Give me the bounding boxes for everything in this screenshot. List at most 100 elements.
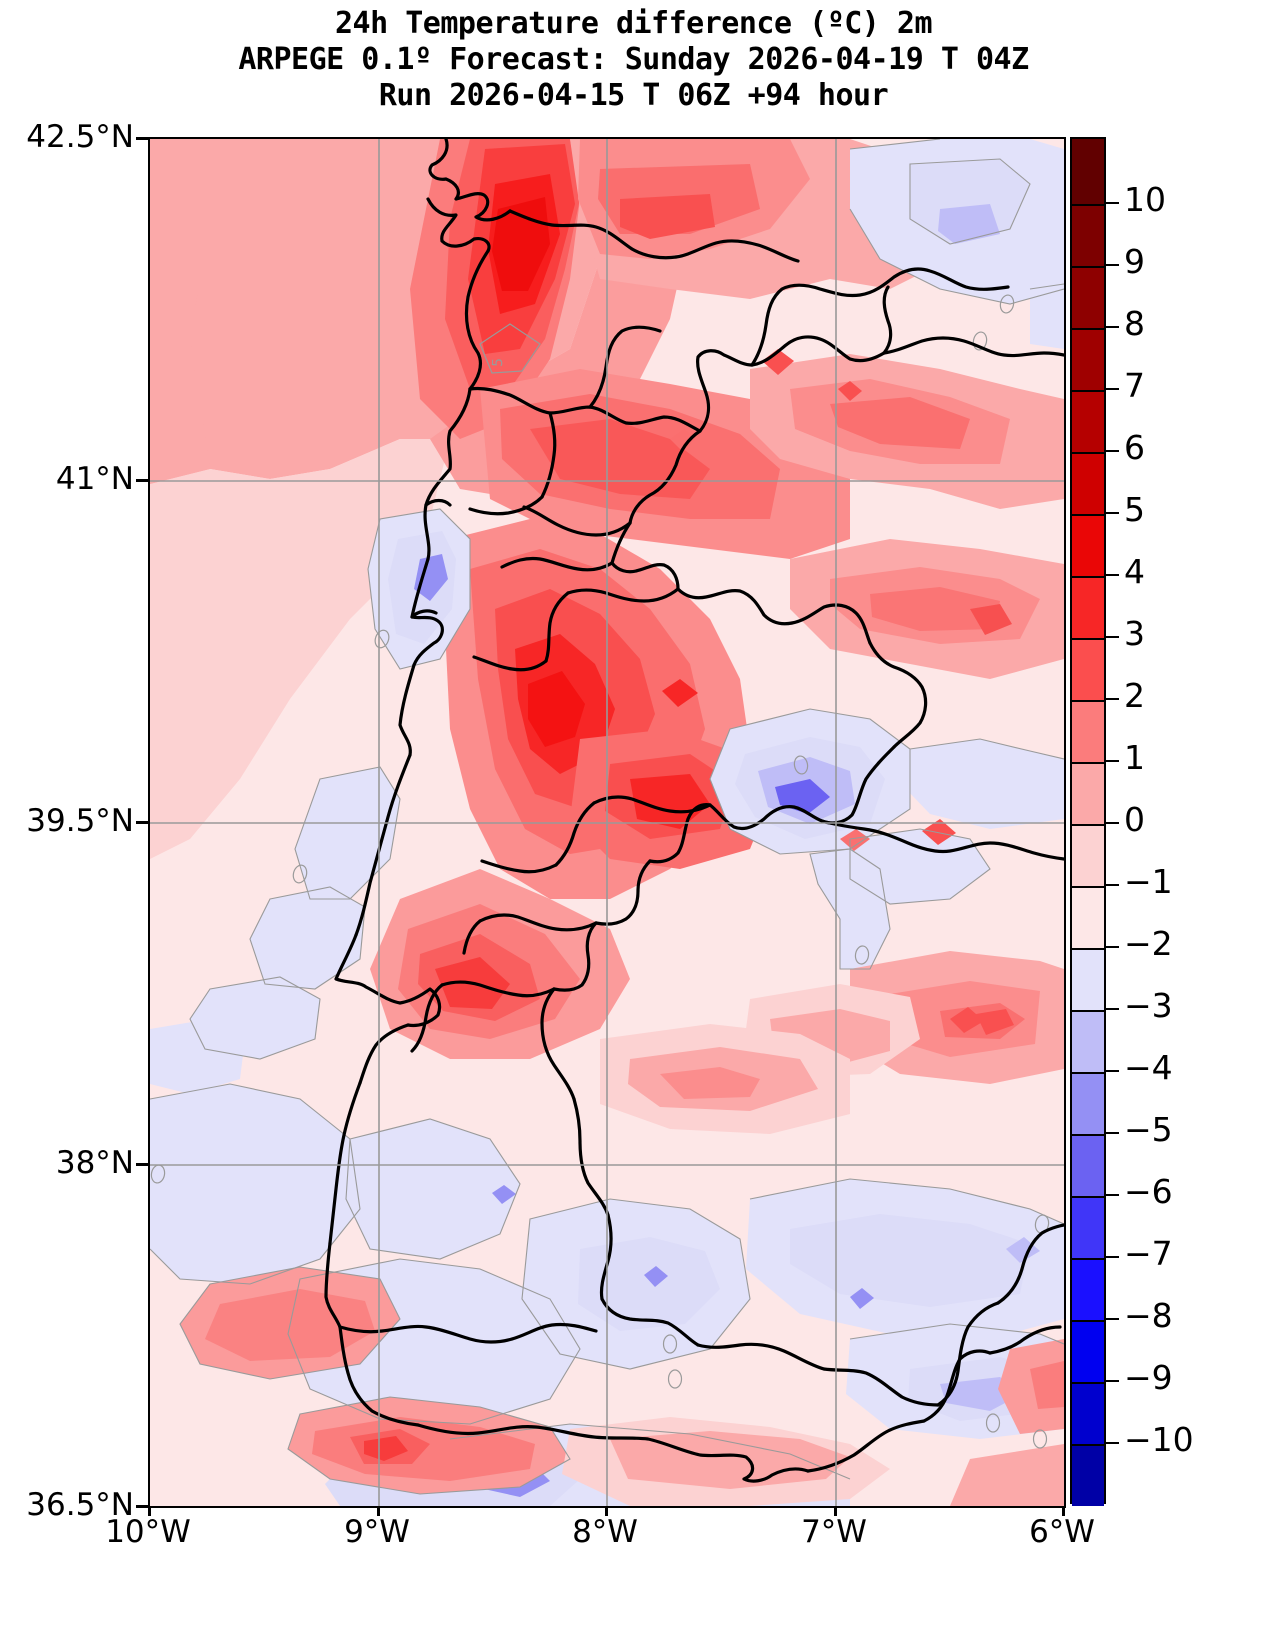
map-clip: 5 [150,139,1064,1506]
colorbar-segment-14 [1072,1010,1104,1072]
colorbar-tick-mark-5 [1106,512,1119,514]
map-plot-area[interactable]: 5 [148,137,1066,1508]
y-tick-label-0: 42.5°N [26,119,134,155]
colorbar-tick-label-15: −5 [1124,1110,1173,1149]
colorbar-separator-20 [1072,1444,1104,1446]
colorbar-segment-2 [1072,266,1104,328]
colorbar-segment-10 [1072,762,1104,824]
colorbar-segment-20 [1072,1382,1104,1444]
colorbar-tick-mark-19 [1106,1380,1119,1382]
colorbar-segment-6 [1072,514,1104,576]
colorbar-segment-0 [1072,139,1104,204]
y-tick-mark-2 [136,821,148,824]
x-tick-label-1: 9°W [344,1514,410,1550]
colorbar-separator-15 [1072,1134,1104,1136]
colorbar-tick-label-6: 4 [1124,552,1145,591]
colorbar-segment-21 [1072,1444,1104,1506]
colorbar-tick-mark-0 [1106,202,1119,204]
title-line-1: 24h Temperature difference (ºC) 2m [334,6,933,41]
y-tick-mark-0 [136,137,148,140]
colorbar-tick-label-4: 6 [1124,428,1145,467]
colorbar-tick-mark-11 [1106,884,1119,886]
colorbar-tick-mark-13 [1106,1008,1119,1010]
colorbar-tick-mark-7 [1106,636,1119,638]
y-tick-label-3: 38°N [55,1145,134,1181]
colorbar-tick-label-12: −2 [1124,924,1173,963]
y-tick-mark-4 [136,1505,148,1508]
colorbar-separator-12 [1072,948,1104,950]
chart-title-block: 24h Temperature difference (ºC) 2m ARPEG… [0,6,1267,114]
colorbar-tick-mark-3 [1106,388,1119,390]
colorbar-tick-label-14: −4 [1124,1048,1173,1087]
colorbar-separator-2 [1072,328,1104,330]
colorbar-segment-18 [1072,1258,1104,1320]
colorbar-separator-1 [1072,266,1104,268]
x-tick-mark-3 [834,1504,837,1516]
colorbar-tick-mark-2 [1106,326,1119,328]
title-line-2: ARPEGE 0.1º Forecast: Sunday 2026-04-19 … [238,42,1029,77]
x-tick-mark-0 [148,1504,151,1516]
colorbar-segment-15 [1072,1072,1104,1134]
colorbar-separator-16 [1072,1196,1104,1198]
colorbar-separator-9 [1072,762,1104,764]
colorbar-tick-mark-16 [1106,1194,1119,1196]
x-tick-label-0: 10°W [105,1514,191,1550]
colorbar-tick-label-3: 7 [1124,366,1145,405]
colorbar-segment-12 [1072,886,1104,948]
colorbar-tick-label-8: 2 [1124,676,1145,715]
colorbar[interactable] [1070,137,1106,1506]
colorbar-tick-mark-4 [1106,450,1119,452]
colorbar-tick-label-16: −6 [1124,1172,1173,1211]
title-line-3: Run 2026-04-15 T 06Z +94 hour [378,78,889,113]
colorbar-tick-label-2: 8 [1124,304,1145,343]
colorbar-tick-mark-18 [1106,1318,1119,1320]
colorbar-tick-label-19: −9 [1124,1358,1173,1397]
colorbar-tick-mark-9 [1106,760,1119,762]
x-tick-mark-4 [1062,1504,1065,1516]
y-tick-label-4: 36.5°N [26,1487,134,1523]
colorbar-tick-label-17: −7 [1124,1234,1173,1273]
colorbar-tick-mark-12 [1106,946,1119,948]
colorbar-segment-1 [1072,204,1104,266]
y-tick-label-1: 41°N [55,461,134,497]
colorbar-tick-mark-10 [1106,822,1119,824]
colorbar-separator-0 [1072,204,1104,206]
colorbar-tick-label-10: 0 [1124,800,1145,839]
x-tick-label-2: 8°W [572,1514,638,1550]
y-tick-label-2: 39.5°N [26,803,134,839]
colorbar-separator-19 [1072,1382,1104,1384]
colorbar-separator-7 [1072,638,1104,640]
x-tick-mark-1 [377,1504,380,1516]
colorbar-separator-4 [1072,452,1104,454]
colorbar-segment-4 [1072,390,1104,452]
y-tick-mark-3 [136,1163,148,1166]
colorbar-segment-13 [1072,948,1104,1010]
colorbar-tick-mark-8 [1106,698,1119,700]
colorbar-segment-5 [1072,452,1104,514]
colorbar-segment-16 [1072,1134,1104,1196]
colorbar-separator-6 [1072,576,1104,578]
colorbar-segment-7 [1072,576,1104,638]
colorbar-tick-label-20: −10 [1124,1420,1194,1459]
x-tick-label-3: 7°W [801,1514,867,1550]
colorbar-tick-mark-17 [1106,1256,1119,1258]
colorbar-tick-mark-6 [1106,574,1119,576]
colorbar-tick-label-13: −3 [1124,986,1173,1025]
colorbar-tick-label-11: −1 [1124,862,1173,901]
y-tick-mark-1 [136,479,148,482]
contour-label-5: 5 [490,358,506,367]
colorbar-tick-label-7: 3 [1124,614,1145,653]
colorbar-segment-11 [1072,824,1104,886]
colorbar-separator-17 [1072,1258,1104,1260]
colorbar-separator-3 [1072,390,1104,392]
colorbar-tick-mark-1 [1106,264,1119,266]
temperature-difference-contour-map: 5 [150,139,1064,1506]
colorbar-segment-3 [1072,328,1104,390]
colorbar-separator-10 [1072,824,1104,826]
colorbar-tick-mark-20 [1106,1442,1119,1444]
colorbar-tick-label-18: −8 [1124,1296,1173,1335]
colorbar-separator-11 [1072,886,1104,888]
colorbar-tick-label-9: 1 [1124,738,1145,777]
colorbar-tick-label-0: 10 [1124,180,1166,219]
x-tick-label-4: 6°W [1029,1514,1095,1550]
